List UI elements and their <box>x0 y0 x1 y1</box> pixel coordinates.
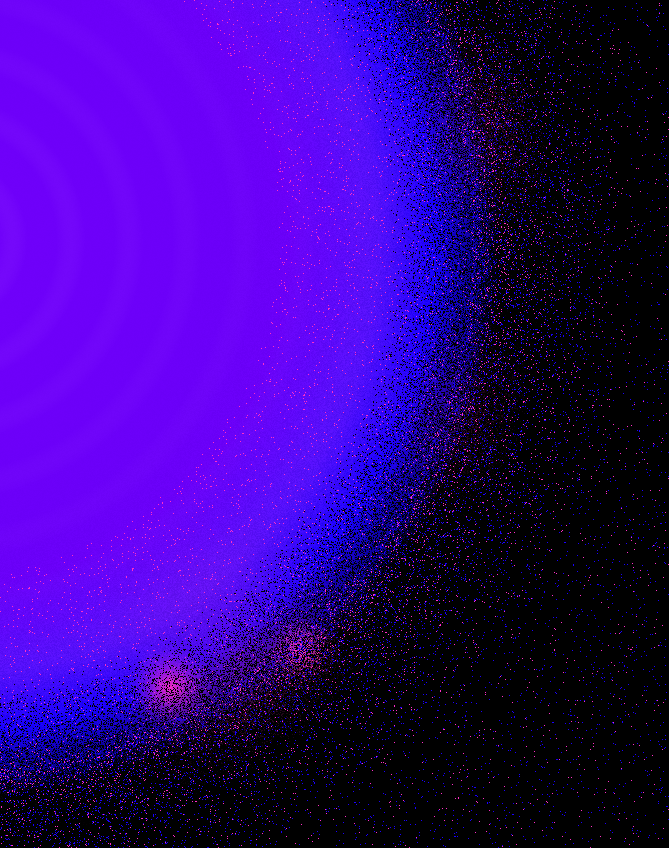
glow-canvas-stage <box>0 0 669 848</box>
radial-glow-field-canvas <box>0 0 669 848</box>
